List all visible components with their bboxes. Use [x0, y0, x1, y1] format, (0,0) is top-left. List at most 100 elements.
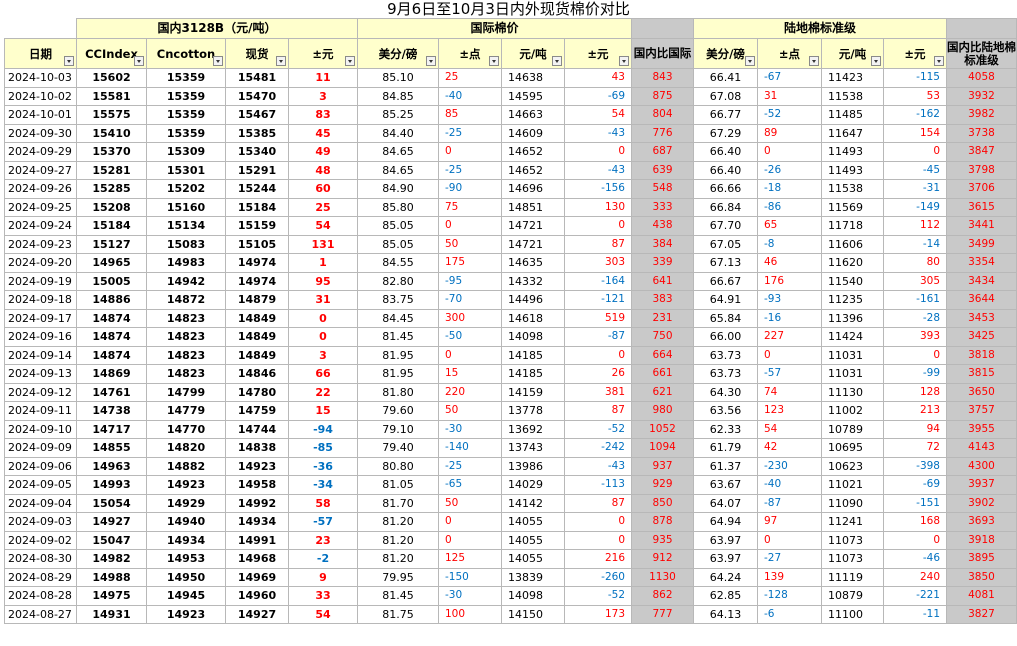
cell-usc-lb2[interactable]: 66.40 — [693, 160, 758, 180]
cell-dom-vs-intl[interactable]: 639 — [631, 160, 694, 180]
cell-chg-yuan[interactable]: 60 — [288, 179, 358, 199]
cell-chg-yuan3[interactable]: 168 — [883, 512, 947, 532]
cell-chg-yuan[interactable]: 1 — [288, 253, 358, 273]
cell-dom-vs-landed[interactable]: 3847 — [946, 142, 1017, 162]
cell-usc-lb[interactable]: 84.85 — [357, 86, 439, 106]
cell-spot[interactable]: 14846 — [225, 364, 289, 384]
cell-dom-vs-intl[interactable]: 935 — [631, 530, 694, 550]
col-header-chg-pt[interactable]: ±点 — [438, 38, 502, 69]
cell-dom-vs-landed[interactable]: 3982 — [946, 105, 1017, 125]
cell-usc-lb2[interactable]: 61.37 — [693, 456, 758, 476]
cell-spot[interactable]: 15467 — [225, 105, 289, 125]
cell-dom-vs-landed[interactable]: 3706 — [946, 179, 1017, 199]
cell-chg-yuan[interactable]: 48 — [288, 160, 358, 180]
cell-cncotton[interactable]: 14942 — [146, 271, 226, 291]
cell-spot[interactable]: 14879 — [225, 290, 289, 310]
cell-usc-lb[interactable]: 81.20 — [357, 530, 439, 550]
cell-chg-yuan[interactable]: 22 — [288, 382, 358, 402]
cell-chg-yuan3[interactable]: 305 — [883, 271, 947, 291]
cell-spot[interactable]: 14960 — [225, 586, 289, 606]
cell-ccindex[interactable]: 14869 — [76, 364, 147, 384]
cell-chg-pt2[interactable]: -230 — [757, 456, 822, 476]
cell-chg-pt[interactable]: -25 — [438, 456, 502, 476]
cell-chg-yuan[interactable]: 15 — [288, 401, 358, 421]
cell-chg-yuan3[interactable]: 53 — [883, 86, 947, 106]
cell-chg-yuan2[interactable]: -87 — [564, 327, 632, 347]
cell-chg-yuan3[interactable]: -398 — [883, 456, 947, 476]
cell-chg-yuan2[interactable]: -43 — [564, 160, 632, 180]
cell-chg-yuan2[interactable]: 26 — [564, 364, 632, 384]
cell-usc-lb[interactable]: 85.05 — [357, 234, 439, 254]
cell-yuan-t[interactable]: 14696 — [501, 179, 565, 199]
cell-usc-lb[interactable]: 79.95 — [357, 567, 439, 587]
filter-dropdown-icon[interactable] — [345, 56, 355, 66]
cell-chg-yuan[interactable]: -36 — [288, 456, 358, 476]
cell-chg-pt2[interactable]: 31 — [757, 86, 822, 106]
cell-cncotton[interactable]: 14779 — [146, 401, 226, 421]
cell-spot[interactable]: 15291 — [225, 160, 289, 180]
cell-date[interactable]: 2024-09-29 — [4, 142, 77, 162]
cell-usc-lb[interactable]: 85.80 — [357, 197, 439, 217]
cell-dom-vs-landed[interactable]: 3757 — [946, 401, 1017, 421]
cell-dom-vs-landed[interactable]: 3441 — [946, 216, 1017, 236]
cell-chg-yuan2[interactable]: -260 — [564, 567, 632, 587]
cell-chg-yuan3[interactable]: 94 — [883, 419, 947, 439]
cell-chg-pt2[interactable]: 139 — [757, 567, 822, 587]
cell-yuan-t[interactable]: 14663 — [501, 105, 565, 125]
cell-cncotton[interactable]: 15359 — [146, 68, 226, 88]
cell-ccindex[interactable]: 15054 — [76, 493, 147, 513]
cell-chg-yuan3[interactable]: 213 — [883, 401, 947, 421]
cell-spot[interactable]: 15159 — [225, 216, 289, 236]
cell-cncotton[interactable]: 14820 — [146, 438, 226, 458]
cell-yuan-t2[interactable]: 11031 — [821, 345, 884, 365]
cell-usc-lb2[interactable]: 67.13 — [693, 253, 758, 273]
cell-dom-vs-intl[interactable]: 875 — [631, 86, 694, 106]
cell-ccindex[interactable]: 14761 — [76, 382, 147, 402]
cell-yuan-t[interactable]: 14142 — [501, 493, 565, 513]
col-header-yuan-t2[interactable]: 元/吨 — [821, 38, 884, 69]
cell-usc-lb[interactable]: 85.10 — [357, 68, 439, 88]
cell-chg-yuan[interactable]: 0 — [288, 308, 358, 328]
cell-usc-lb[interactable]: 84.40 — [357, 123, 439, 143]
cell-chg-yuan3[interactable]: -221 — [883, 586, 947, 606]
cell-yuan-t2[interactable]: 11538 — [821, 86, 884, 106]
cell-spot[interactable]: 14849 — [225, 327, 289, 347]
col-header-yuan-t[interactable]: 元/吨 — [501, 38, 565, 69]
cell-yuan-t[interactable]: 14609 — [501, 123, 565, 143]
cell-ccindex[interactable]: 14993 — [76, 475, 147, 495]
cell-spot[interactable]: 15470 — [225, 86, 289, 106]
cell-chg-yuan3[interactable]: 240 — [883, 567, 947, 587]
cell-date[interactable]: 2024-08-30 — [4, 549, 77, 569]
cell-chg-pt[interactable]: -30 — [438, 419, 502, 439]
cell-date[interactable]: 2024-09-25 — [4, 197, 77, 217]
cell-chg-yuan3[interactable]: 393 — [883, 327, 947, 347]
cell-cncotton[interactable]: 14823 — [146, 308, 226, 328]
cell-chg-pt[interactable]: 0 — [438, 142, 502, 162]
cell-chg-yuan3[interactable]: 154 — [883, 123, 947, 143]
cell-dom-vs-landed[interactable]: 3425 — [946, 327, 1017, 347]
filter-dropdown-icon[interactable] — [745, 56, 755, 66]
cell-chg-pt2[interactable]: 42 — [757, 438, 822, 458]
cell-usc-lb[interactable]: 79.40 — [357, 438, 439, 458]
cell-ccindex[interactable]: 14927 — [76, 512, 147, 532]
cell-chg-yuan3[interactable]: 112 — [883, 216, 947, 236]
cell-chg-yuan2[interactable]: 173 — [564, 604, 632, 624]
cell-ccindex[interactable]: 15184 — [76, 216, 147, 236]
cell-usc-lb2[interactable]: 64.91 — [693, 290, 758, 310]
cell-dom-vs-landed[interactable]: 3693 — [946, 512, 1017, 532]
cell-ccindex[interactable]: 14965 — [76, 253, 147, 273]
cell-cncotton[interactable]: 14923 — [146, 475, 226, 495]
cell-dom-vs-landed[interactable]: 3827 — [946, 604, 1017, 624]
filter-dropdown-icon[interactable] — [213, 56, 223, 66]
cell-chg-pt2[interactable]: 54 — [757, 419, 822, 439]
cell-usc-lb[interactable]: 80.80 — [357, 456, 439, 476]
cell-dom-vs-landed[interactable]: 3453 — [946, 308, 1017, 328]
cell-usc-lb[interactable]: 82.80 — [357, 271, 439, 291]
cell-chg-yuan2[interactable]: 87 — [564, 493, 632, 513]
cell-spot[interactable]: 14974 — [225, 253, 289, 273]
col-header-chg-yuan3[interactable]: ±元 — [883, 38, 947, 69]
cell-chg-pt2[interactable]: 46 — [757, 253, 822, 273]
cell-dom-vs-intl[interactable]: 878 — [631, 512, 694, 532]
cell-chg-pt[interactable]: -25 — [438, 123, 502, 143]
cell-dom-vs-intl[interactable]: 776 — [631, 123, 694, 143]
